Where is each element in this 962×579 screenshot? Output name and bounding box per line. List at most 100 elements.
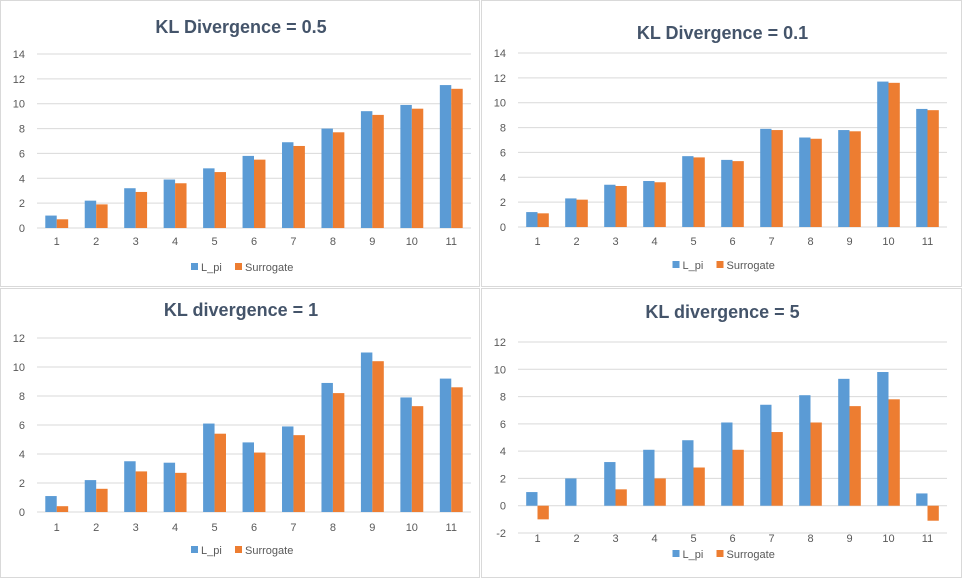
bar-l-pi — [604, 184, 616, 227]
x-tick-label: 3 — [133, 236, 139, 248]
x-tick-label: 7 — [768, 533, 774, 545]
legend-label: L_pi — [683, 549, 704, 561]
x-tick-label: 2 — [93, 236, 99, 248]
y-tick-label: 2 — [500, 197, 506, 209]
x-tick-label: 11 — [922, 236, 933, 248]
bar-surrogate — [810, 138, 822, 227]
legend-label: Surrogate — [245, 545, 293, 557]
bar-surrogate — [537, 505, 549, 520]
bar-surrogate — [927, 110, 939, 227]
x-tick-label: 5 — [211, 522, 217, 534]
bar-surrogate — [254, 452, 266, 512]
bar-l-pi — [526, 492, 538, 506]
bar-l-pi — [838, 130, 850, 227]
y-tick-label: 4 — [500, 446, 506, 458]
legend-swatch — [716, 550, 724, 557]
x-tick-label: 2 — [93, 522, 99, 534]
legend-label: L_pi — [683, 260, 704, 272]
bar-l-pi — [643, 449, 655, 506]
bar-l-pi — [360, 352, 373, 512]
y-tick-label: 4 — [19, 173, 25, 185]
bar-surrogate — [576, 199, 588, 227]
bar-surrogate — [771, 130, 783, 227]
bar-l-pi — [45, 496, 57, 512]
bar-l-pi — [916, 108, 928, 227]
x-tick-label: 5 — [690, 533, 696, 545]
chart-title: KL Divergence = 0.5 — [155, 17, 326, 37]
y-tick-label: 6 — [500, 147, 506, 159]
bar-surrogate — [56, 219, 69, 228]
y-tick-label: 2 — [19, 478, 25, 490]
x-tick-label: 11 — [922, 533, 933, 545]
chart-title: KL Divergence = 0.1 — [637, 23, 808, 43]
y-tick-label: 12 — [13, 333, 25, 345]
bar-l-pi — [721, 159, 733, 227]
x-tick-label: 6 — [729, 236, 735, 248]
x-tick-label: 9 — [846, 236, 852, 248]
bar-l-pi — [203, 423, 215, 512]
bar-l-pi — [45, 215, 57, 228]
bar-surrogate — [96, 204, 108, 228]
bar-surrogate — [849, 406, 861, 506]
bar-surrogate — [732, 161, 744, 227]
bar-surrogate — [693, 467, 705, 506]
y-tick-label: 12 — [494, 73, 506, 85]
x-tick-label: 7 — [290, 236, 296, 248]
x-tick-label: 9 — [369, 522, 375, 534]
bar-surrogate — [771, 432, 783, 506]
bar-l-pi — [682, 156, 694, 227]
bar-surrogate — [537, 213, 549, 227]
y-tick-label: 12 — [13, 74, 25, 86]
y-tick-label: 6 — [19, 420, 25, 432]
legend-swatch — [191, 263, 198, 270]
x-tick-label: 1 — [54, 236, 60, 248]
bar-surrogate — [615, 489, 627, 506]
bar-surrogate — [451, 387, 463, 512]
bar-surrogate — [888, 82, 900, 227]
x-tick-label: 1 — [534, 533, 540, 545]
x-tick-label: 8 — [330, 236, 336, 248]
x-tick-label: 11 — [446, 522, 457, 534]
x-tick-label: 4 — [651, 533, 657, 545]
x-tick-label: 2 — [573, 533, 579, 545]
bar-l-pi — [282, 142, 294, 228]
legend-swatch — [191, 546, 198, 553]
x-tick-label: 4 — [172, 236, 178, 248]
bar-surrogate — [135, 471, 148, 512]
bar-surrogate — [732, 449, 744, 506]
x-tick-label: 10 — [406, 522, 418, 534]
y-tick-label: 14 — [13, 49, 25, 61]
y-tick-label: 6 — [500, 419, 506, 431]
bar-l-pi — [565, 198, 577, 227]
bar-l-pi — [163, 462, 176, 512]
bar-l-pi — [321, 128, 333, 228]
legend-swatch — [672, 550, 680, 557]
bar-surrogate — [135, 191, 148, 228]
bar-surrogate — [254, 159, 266, 228]
bar-surrogate — [451, 88, 463, 228]
bar-l-pi — [242, 442, 254, 512]
bar-l-pi — [439, 85, 452, 228]
x-tick-label: 7 — [768, 236, 774, 248]
bar-surrogate — [56, 506, 69, 512]
bar-surrogate — [293, 145, 305, 228]
bar-l-pi — [721, 422, 733, 506]
x-tick-label: 3 — [612, 236, 618, 248]
y-tick-label: 2 — [19, 198, 25, 210]
chart-panel-kl-0-5: KL Divergence = 0.5 0 2 4 6 8 10 12 14 1 2 3 4 5 6 7 8 9 1… — [0, 0, 480, 287]
bar-l-pi — [604, 462, 616, 506]
x-tick-label: 7 — [290, 522, 296, 534]
y-tick-label: 10 — [13, 362, 25, 374]
y-tick-label: 2 — [500, 473, 506, 485]
legend-label: L_pi — [201, 545, 222, 557]
bar-surrogate — [693, 157, 705, 227]
x-tick-label: 10 — [882, 236, 894, 248]
y-tick-label: 4 — [19, 449, 25, 461]
y-tick-label: 14 — [494, 48, 506, 60]
bar-l-pi — [321, 382, 333, 512]
bar-surrogate — [214, 172, 226, 228]
bar-l-pi — [643, 181, 655, 227]
